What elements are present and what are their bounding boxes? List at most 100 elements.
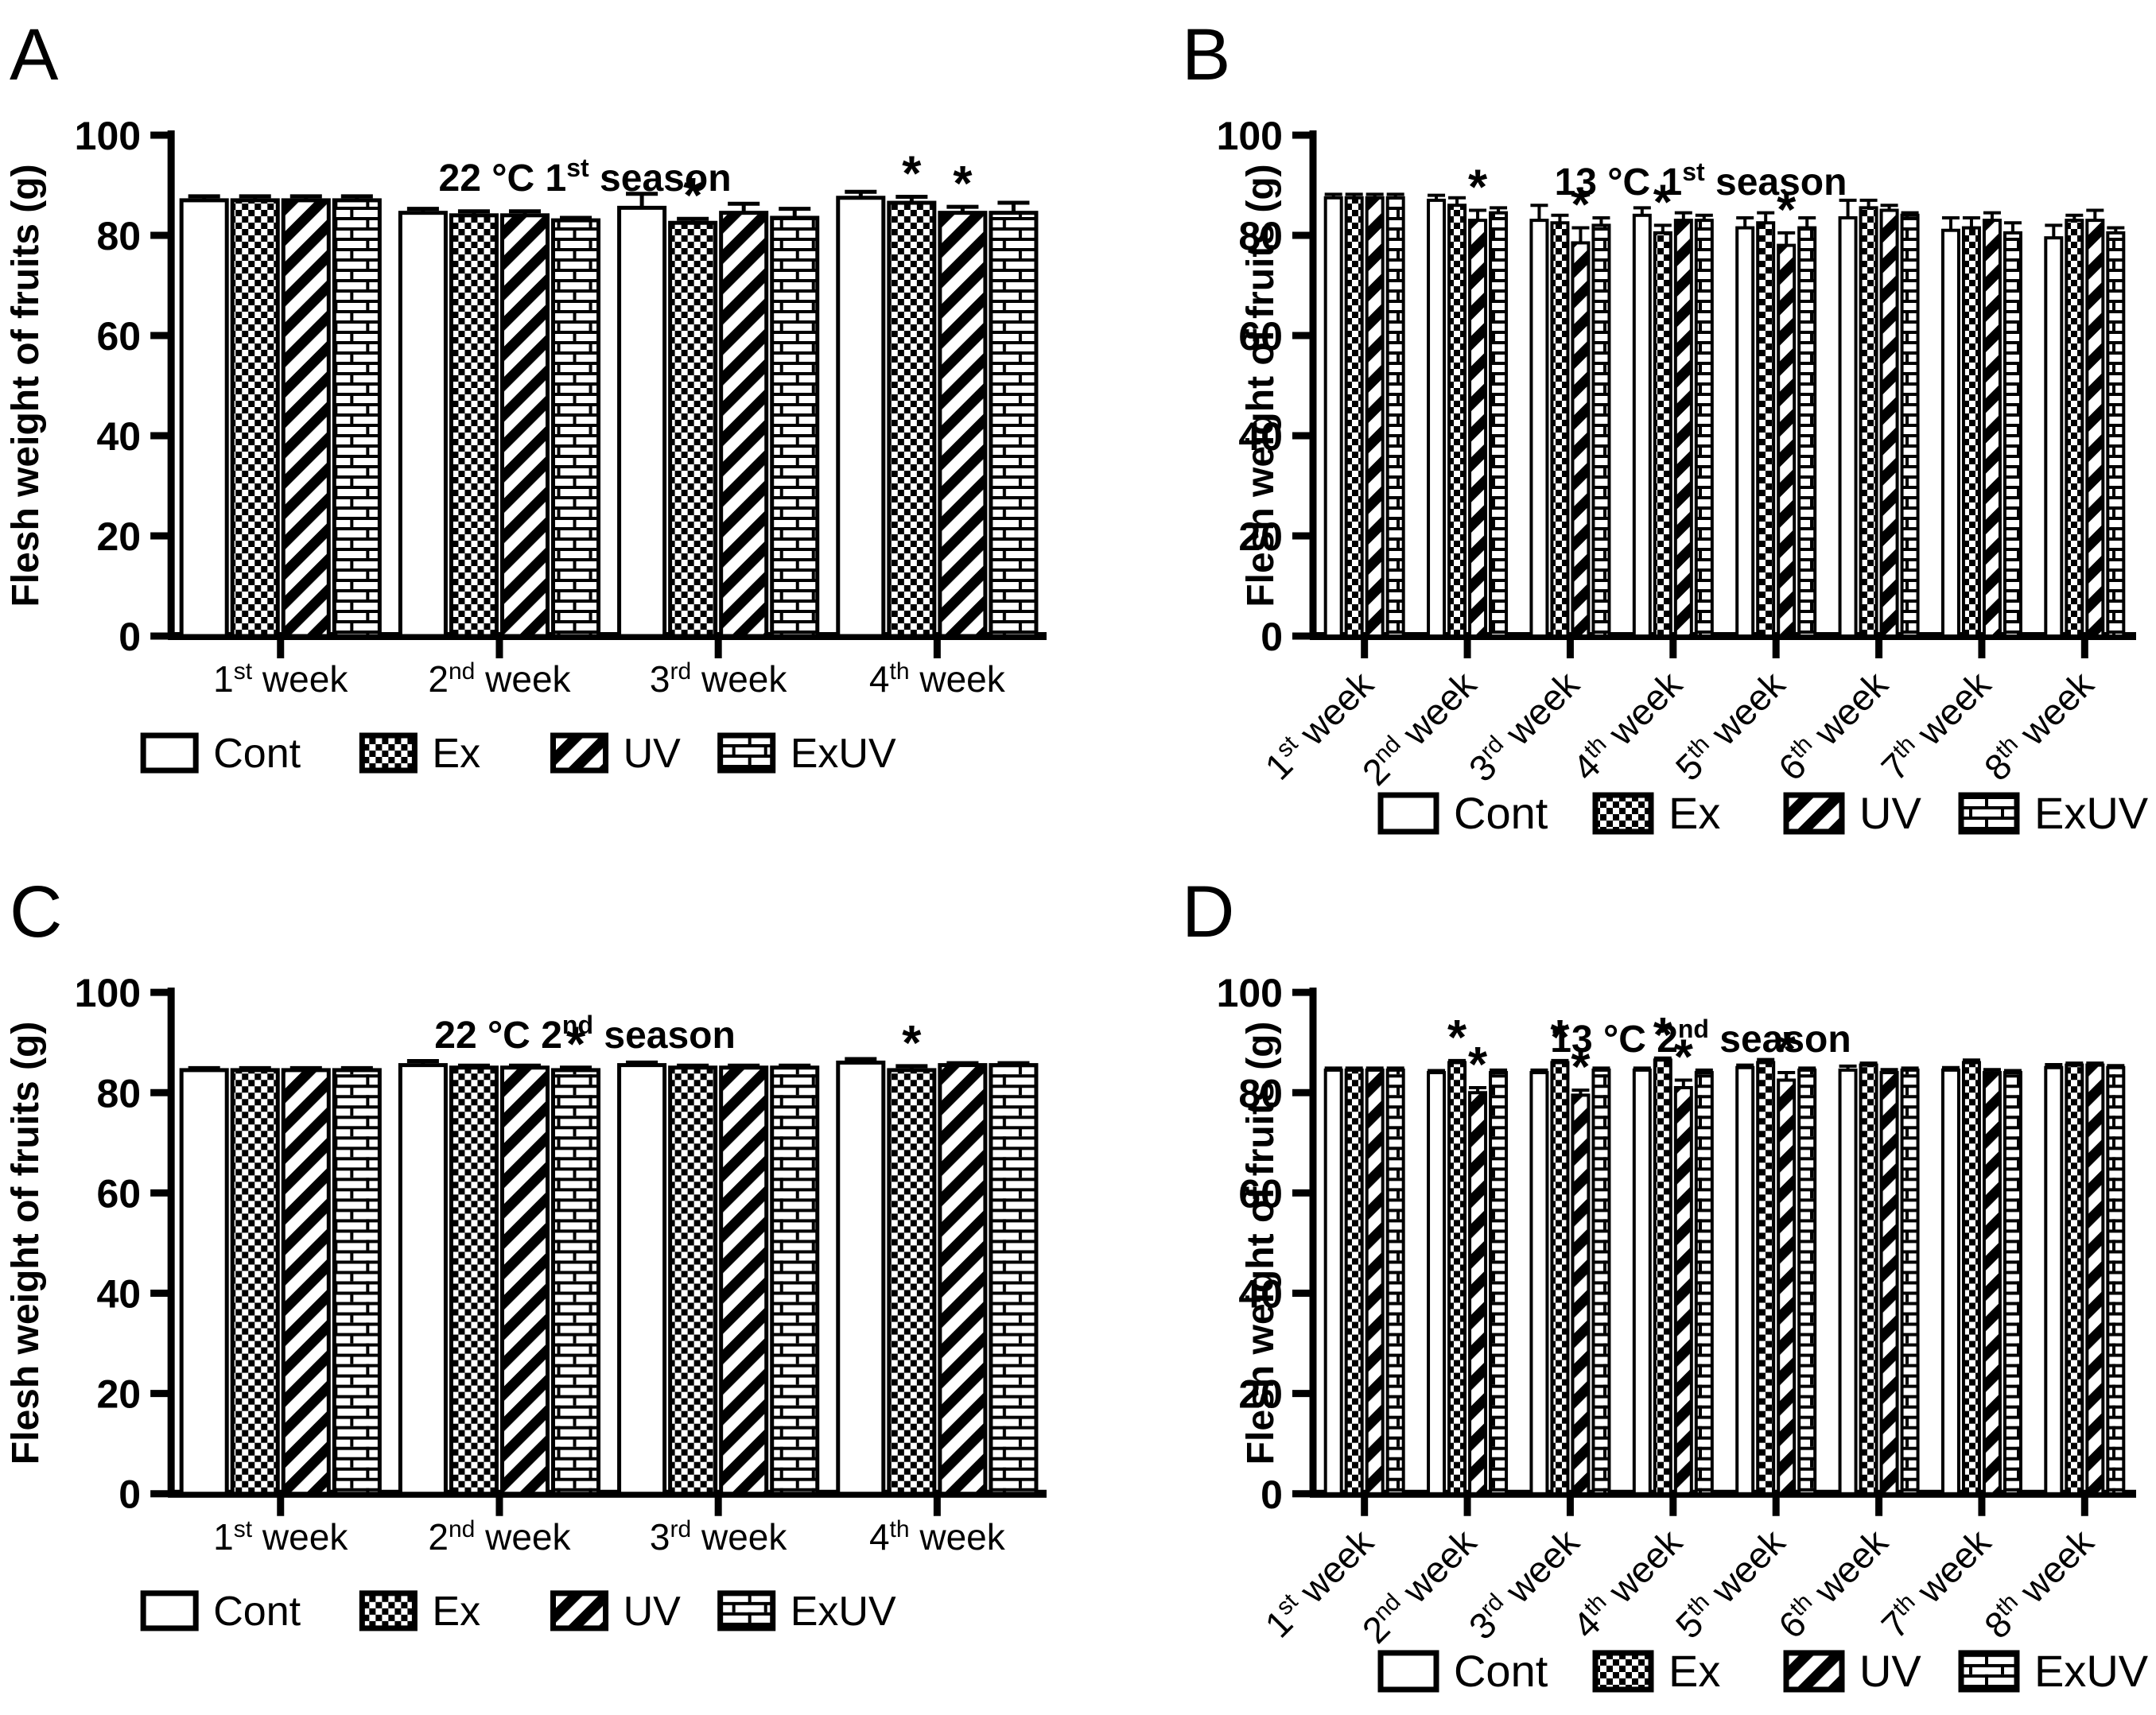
x-tick-label: 3rd week bbox=[650, 658, 788, 700]
y-tick-label: 100 bbox=[1217, 114, 1283, 158]
bar-B-week2-Cont bbox=[1427, 198, 1447, 638]
y-axis-label: Flesh weight of fruits (g) bbox=[1240, 164, 1282, 607]
bar-B-week2-UV bbox=[1468, 219, 1488, 638]
bar-D-week5-Cont bbox=[1735, 1065, 1755, 1496]
bar-D-week8-Ex bbox=[2065, 1063, 2084, 1496]
bar-D-week6-Cont bbox=[1838, 1068, 1858, 1496]
panel-B: B Flesh weight of fruits (g) 0 20 40 60 80 100 1… bbox=[1078, 0, 2156, 857]
legend-label-ExUV: ExUV bbox=[2034, 1646, 2149, 1696]
y-tick-label: 80 bbox=[96, 214, 141, 258]
x-tick-label: 3rd week bbox=[1461, 1520, 1587, 1647]
bar-B-week3-ExUV bbox=[1591, 223, 1611, 638]
bar-C-week2-UV bbox=[499, 1065, 550, 1496]
significance-asterisk: * bbox=[1777, 183, 1797, 238]
y-tick-label: 0 bbox=[118, 615, 141, 659]
legend-swatch-Ex bbox=[359, 732, 418, 774]
bar-B-week6-Cont bbox=[1838, 215, 1858, 638]
bar-D-week5-UV bbox=[1777, 1078, 1797, 1496]
panel-title: 22 °C 2nd season bbox=[434, 1011, 736, 1057]
bar-C-week1-ExUV bbox=[332, 1068, 382, 1496]
legend-swatch-UV bbox=[550, 1590, 609, 1632]
legend-label-Cont: Cont bbox=[1454, 1646, 1548, 1696]
bar-B-week7-UV bbox=[1982, 219, 2002, 638]
legend-swatch-Cont bbox=[140, 1590, 199, 1632]
significance-asterisk: * bbox=[1468, 1038, 1488, 1092]
bar-A-week2-Ex bbox=[449, 213, 499, 638]
legend-swatch-UV bbox=[550, 732, 609, 774]
x-tick-label: 4th week bbox=[869, 1516, 1006, 1558]
y-tick-label: 60 bbox=[96, 1171, 141, 1216]
y-tick-label: 100 bbox=[75, 971, 141, 1015]
legend-label-ExUV: ExUV bbox=[2034, 788, 2149, 838]
bar-C-week1-UV bbox=[281, 1068, 331, 1496]
legend-swatch-ExUV bbox=[717, 1590, 776, 1632]
significance-asterisk: * bbox=[566, 1018, 586, 1073]
bar-C-week1-Cont bbox=[179, 1068, 229, 1496]
legend-label-UV: UV bbox=[1859, 1646, 1921, 1696]
bar-D-week4-Cont bbox=[1632, 1068, 1652, 1496]
bar-C-week2-Ex bbox=[449, 1065, 499, 1496]
panel-A: A Flesh weight of fruits (g) 0 20 40 60 80 100 2… bbox=[0, 0, 1078, 857]
bar-A-week1-UV bbox=[281, 198, 331, 638]
x-tick-label: 7th week bbox=[1873, 663, 1999, 789]
bar-D-week8-ExUV bbox=[2106, 1065, 2126, 1496]
bar-D-week3-Cont bbox=[1529, 1071, 1549, 1496]
bar-B-week3-UV bbox=[1571, 241, 1591, 638]
x-tick-label: 2nd week bbox=[428, 1516, 571, 1558]
x-tick-label: 3rd week bbox=[650, 1516, 787, 1558]
bar-C-week4-ExUV bbox=[989, 1063, 1039, 1496]
legend-swatch-Cont bbox=[140, 732, 199, 774]
bar-C-week3-Cont bbox=[617, 1063, 667, 1496]
bar-D-week2-Ex bbox=[1447, 1061, 1467, 1496]
bar-D-week1-Ex bbox=[1344, 1068, 1364, 1496]
panel-title: 13 °C 1st season bbox=[1555, 157, 1847, 204]
bar-D-week6-UV bbox=[1879, 1071, 1899, 1496]
legend-swatch-Cont bbox=[1377, 792, 1439, 835]
bar-B-week6-UV bbox=[1879, 208, 1899, 638]
bar-D-week8-Cont bbox=[2044, 1065, 2064, 1496]
x-tick-label: 1st week bbox=[213, 1516, 348, 1558]
bar-C-week3-UV bbox=[719, 1065, 769, 1496]
legend-label-UV: UV bbox=[623, 1589, 682, 1635]
legend-label-Ex: Ex bbox=[1668, 788, 1720, 838]
x-tick-label: 2nd week bbox=[1354, 1520, 1485, 1651]
bar-D-week5-ExUV bbox=[1797, 1068, 1817, 1496]
y-tick-label: 40 bbox=[96, 414, 141, 459]
x-tick-label: 4th week bbox=[1564, 663, 1690, 789]
y-tick-label: 60 bbox=[1238, 314, 1283, 359]
legend-label-ExUV: ExUV bbox=[791, 731, 896, 777]
bar-D-week8-UV bbox=[2085, 1063, 2105, 1496]
significance-asterisk: * bbox=[1571, 178, 1591, 233]
bar-B-week7-ExUV bbox=[2003, 231, 2022, 638]
y-tick-label: 100 bbox=[75, 114, 141, 158]
legend-label-Cont: Cont bbox=[213, 731, 301, 777]
bar-A-week1-Ex bbox=[230, 198, 280, 638]
panel-title: 22 °C 1st season bbox=[439, 153, 732, 200]
bar-D-week3-Ex bbox=[1550, 1061, 1570, 1496]
bar-B-week5-Ex bbox=[1756, 221, 1776, 638]
bar-C-week2-Cont bbox=[398, 1063, 448, 1496]
legend-label-UV: UV bbox=[623, 731, 682, 777]
legend-label-Ex: Ex bbox=[432, 1589, 480, 1635]
bar-B-week8-ExUV bbox=[2106, 231, 2126, 638]
y-tick-label: 40 bbox=[1238, 1272, 1283, 1317]
bar-A-week4-ExUV bbox=[989, 211, 1039, 638]
y-tick-label: 100 bbox=[1217, 971, 1283, 1015]
significance-asterisk: * bbox=[1447, 1011, 1467, 1065]
bar-B-week6-Ex bbox=[1859, 206, 1878, 638]
panel-title: 13 °C 2nd season bbox=[1550, 1015, 1851, 1061]
x-tick-label: 8th week bbox=[1976, 663, 2102, 789]
panel-B-chart: B Flesh weight of fruits (g) 0 20 40 60 80 100 1… bbox=[1182, 14, 2149, 838]
bar-D-week6-ExUV bbox=[1900, 1068, 1920, 1496]
y-axis-label: Flesh weight of fruits (g) bbox=[5, 164, 47, 607]
bar-D-week2-UV bbox=[1468, 1091, 1488, 1496]
bar-A-week3-ExUV bbox=[770, 215, 820, 638]
panel-A-chart: A Flesh weight of fruits (g) 0 20 40 60 80 100 2… bbox=[5, 14, 1047, 777]
bar-D-week6-Ex bbox=[1859, 1063, 1878, 1496]
x-tick-label: 1st week bbox=[213, 658, 348, 700]
bar-B-week7-Cont bbox=[1940, 228, 1960, 638]
panel-D: D Flesh weight of fruits (g) 0 20 40 60 80 100 1… bbox=[1078, 857, 2156, 1715]
bar-D-week7-ExUV bbox=[2003, 1071, 2022, 1496]
legend-label-UV: UV bbox=[1859, 788, 1921, 838]
